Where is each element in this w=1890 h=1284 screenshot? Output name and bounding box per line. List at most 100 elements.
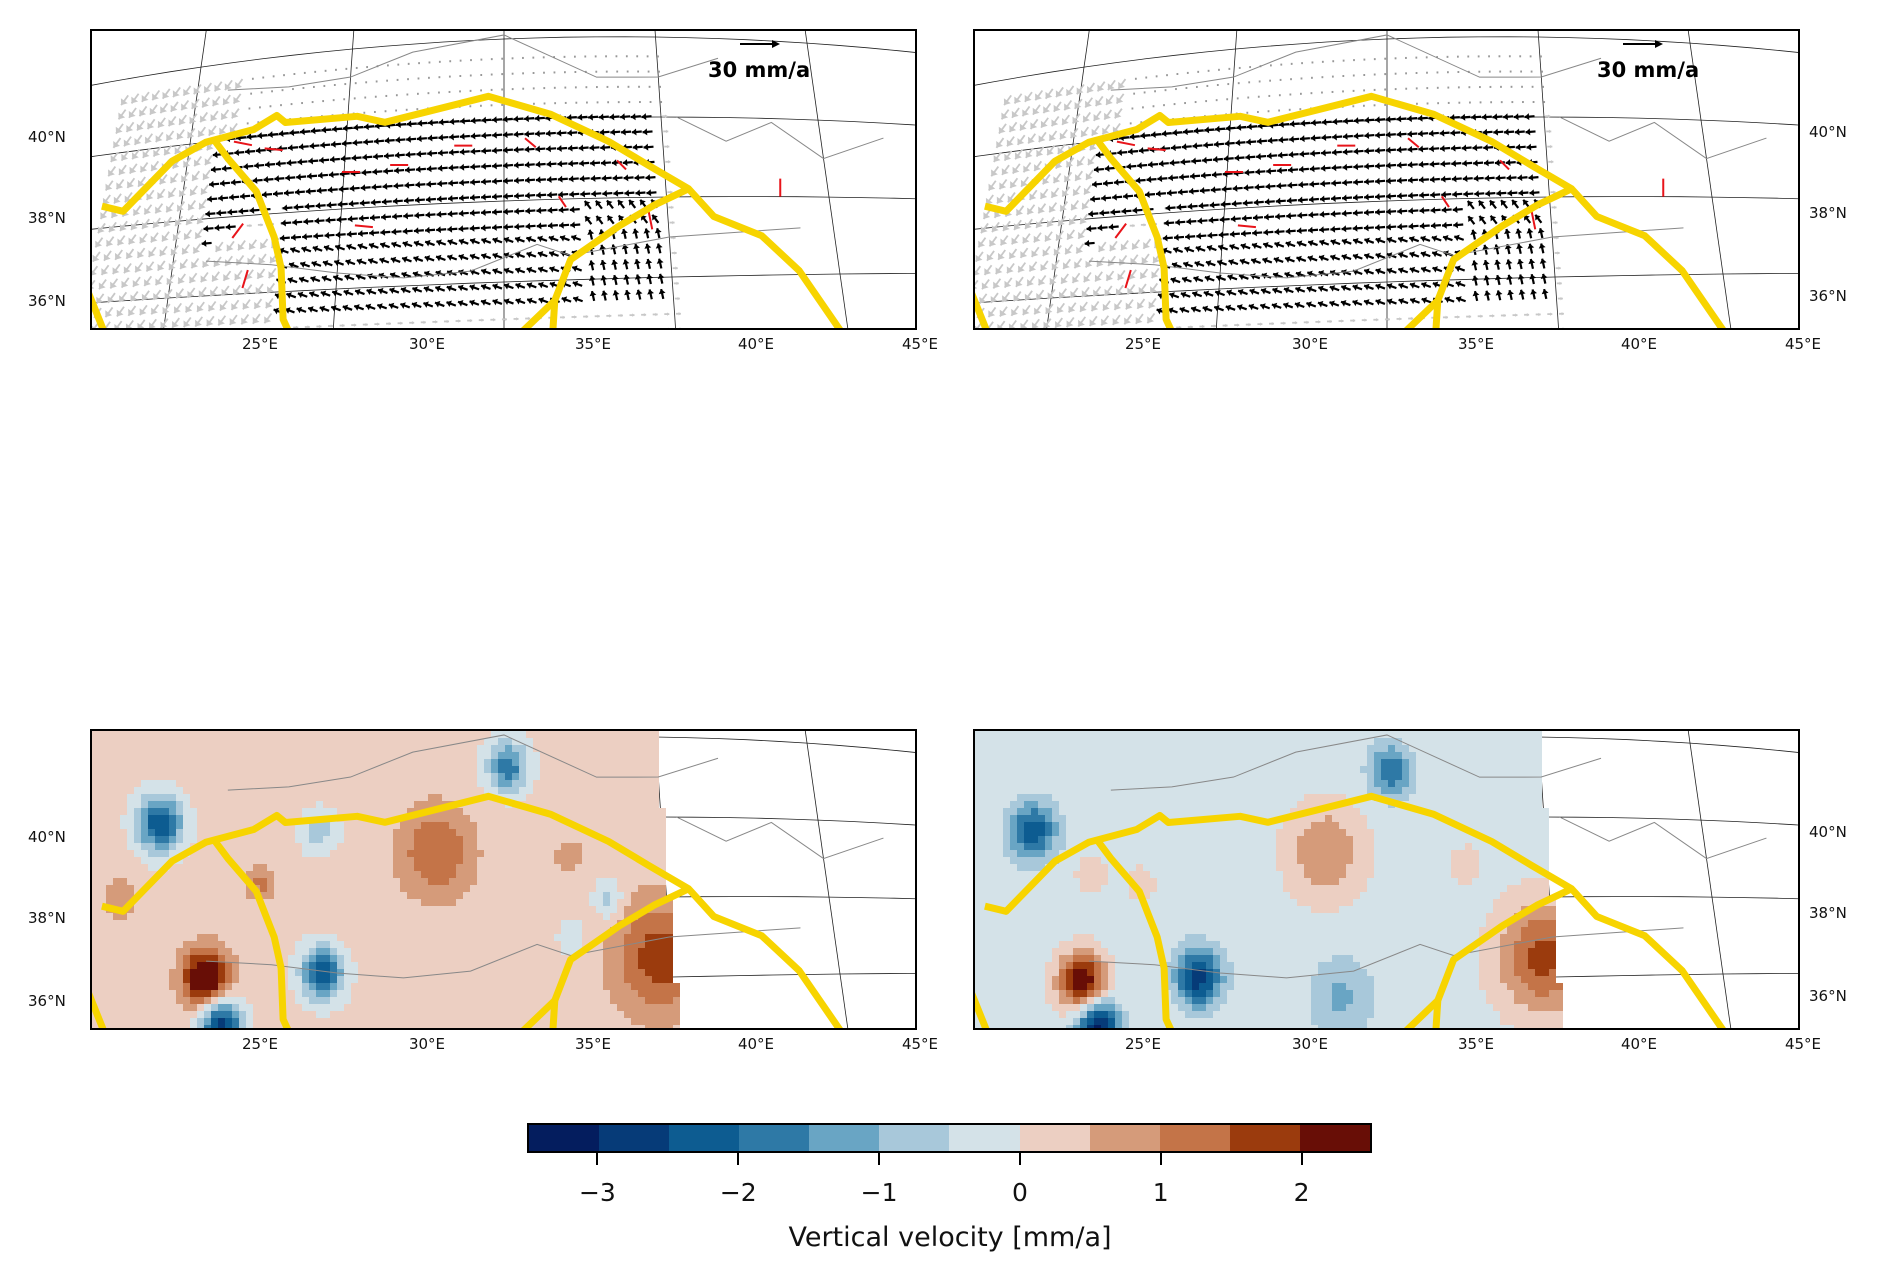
x-tick-label: 25°E [241, 1035, 279, 1053]
y-tick-label: 38°N [1809, 904, 1847, 922]
coastlines [206, 34, 884, 279]
y-tick-label: 36°N [28, 992, 66, 1010]
vertical-velocity-field [92, 731, 680, 1028]
colorbar-tick [1300, 1153, 1303, 1165]
colorbar [527, 1123, 1372, 1153]
observed-vector [354, 224, 373, 229]
coastline [676, 116, 884, 160]
map-panel-vertical-right [973, 729, 1800, 1030]
plate-boundary [549, 185, 691, 328]
plate-boundary [101, 792, 843, 1028]
x-tick-label: 30°E [408, 1035, 446, 1053]
observed-vector [231, 223, 244, 239]
map-panel-horizontal-left [90, 29, 917, 330]
plate-boundary [101, 92, 843, 328]
colorbar-bin [669, 1125, 740, 1151]
colorbar-tick-label: 2 [1293, 1178, 1310, 1207]
x-tick-label: 30°E [1291, 335, 1329, 353]
observed-vector [241, 269, 249, 289]
observed-vector [616, 159, 627, 171]
plate-boundary [1095, 139, 1174, 328]
colorbar-tick-label: 0 [1011, 1178, 1028, 1207]
plate-boundary [1403, 297, 1441, 328]
colorbar-tick [596, 1153, 599, 1165]
scale-label: 30 mm/a [1597, 58, 1700, 82]
colorbar-label: Vertical velocity [mm/a] [788, 1222, 1112, 1253]
reference-arrow [740, 40, 780, 48]
colorbar-bin [599, 1125, 670, 1151]
x-tick-label: 40°E [1620, 1035, 1658, 1053]
coastline [1110, 734, 1602, 791]
plate-boundaries [975, 92, 1726, 328]
velocity-vectors [975, 55, 1564, 328]
coastlines [1089, 734, 1767, 979]
coastline [1559, 816, 1767, 860]
map-svg [975, 731, 1798, 1028]
y-tick-label: 36°N [1809, 287, 1847, 305]
x-tick-label: 45°E [1784, 335, 1822, 353]
colorbar-tick [737, 1153, 740, 1165]
coastline [206, 227, 801, 279]
plate-boundary [1403, 997, 1441, 1028]
plate-boundary [212, 139, 291, 328]
plate-boundary [520, 997, 558, 1028]
observed-vector [647, 211, 654, 230]
plate-boundary [1432, 185, 1574, 328]
colorbar-bin [1019, 1125, 1090, 1151]
y-tick-label: 38°N [28, 209, 66, 227]
observed-vector [233, 140, 253, 147]
observed-vector [1116, 140, 1136, 147]
y-tick-label: 40°N [1809, 123, 1847, 141]
colorbar-bin [739, 1125, 810, 1151]
y-tick-label: 36°N [1809, 987, 1847, 1005]
x-tick-label: 25°E [1124, 1035, 1162, 1053]
colorbar-bin [1159, 1125, 1230, 1151]
map-panel-horizontal-right [973, 29, 1800, 330]
y-tick-label: 38°N [1809, 204, 1847, 222]
colorbar-bin [1089, 1125, 1160, 1151]
observed-vector [1124, 269, 1132, 289]
colorbar-tick-label: −3 [578, 1178, 616, 1207]
map-svg [975, 31, 1798, 328]
observed-vector [264, 147, 283, 152]
plate-boundary [1432, 885, 1574, 1028]
plate-boundary [975, 992, 990, 1028]
x-tick-label: 40°E [737, 1035, 775, 1053]
coastline [1110, 34, 1602, 91]
colorbar-bin [1229, 1125, 1300, 1151]
y-tick-label: 40°N [28, 128, 66, 146]
plate-boundaries [975, 792, 1726, 1028]
plate-boundaries [92, 792, 843, 1028]
x-tick-label: 35°E [574, 335, 612, 353]
colorbar-tick [878, 1153, 881, 1165]
x-tick-label: 30°E [408, 335, 446, 353]
map-svg [92, 731, 915, 1028]
plate-boundaries [92, 92, 843, 328]
observed-vector [1147, 147, 1166, 152]
plate-boundary [975, 292, 990, 328]
plate-boundary [212, 839, 291, 1028]
coastline [1089, 227, 1684, 279]
x-tick-label: 35°E [574, 1035, 612, 1053]
coastline [1559, 116, 1767, 160]
colorbar-tick-label: −2 [719, 1178, 757, 1207]
colorbar-tick-label: −1 [860, 1178, 898, 1207]
x-tick-label: 35°E [1457, 1035, 1495, 1053]
coastline [227, 34, 719, 91]
plate-boundary [92, 992, 107, 1028]
plate-boundary [549, 885, 691, 1028]
observed-vector [1530, 211, 1537, 230]
coastline [1089, 927, 1684, 979]
colorbar-bin [879, 1125, 950, 1151]
y-tick-label: 38°N [28, 909, 66, 927]
colorbar-tick [1018, 1153, 1021, 1165]
observed-vector [1499, 159, 1510, 171]
x-tick-label: 25°E [1124, 335, 1162, 353]
map-svg [92, 31, 915, 328]
scale-label: 30 mm/a [708, 58, 811, 82]
x-tick-label: 45°E [901, 1035, 939, 1053]
plate-boundary [984, 92, 1726, 328]
colorbar-bin [529, 1125, 600, 1151]
plate-boundary [1095, 839, 1174, 1028]
coastline [227, 734, 719, 791]
